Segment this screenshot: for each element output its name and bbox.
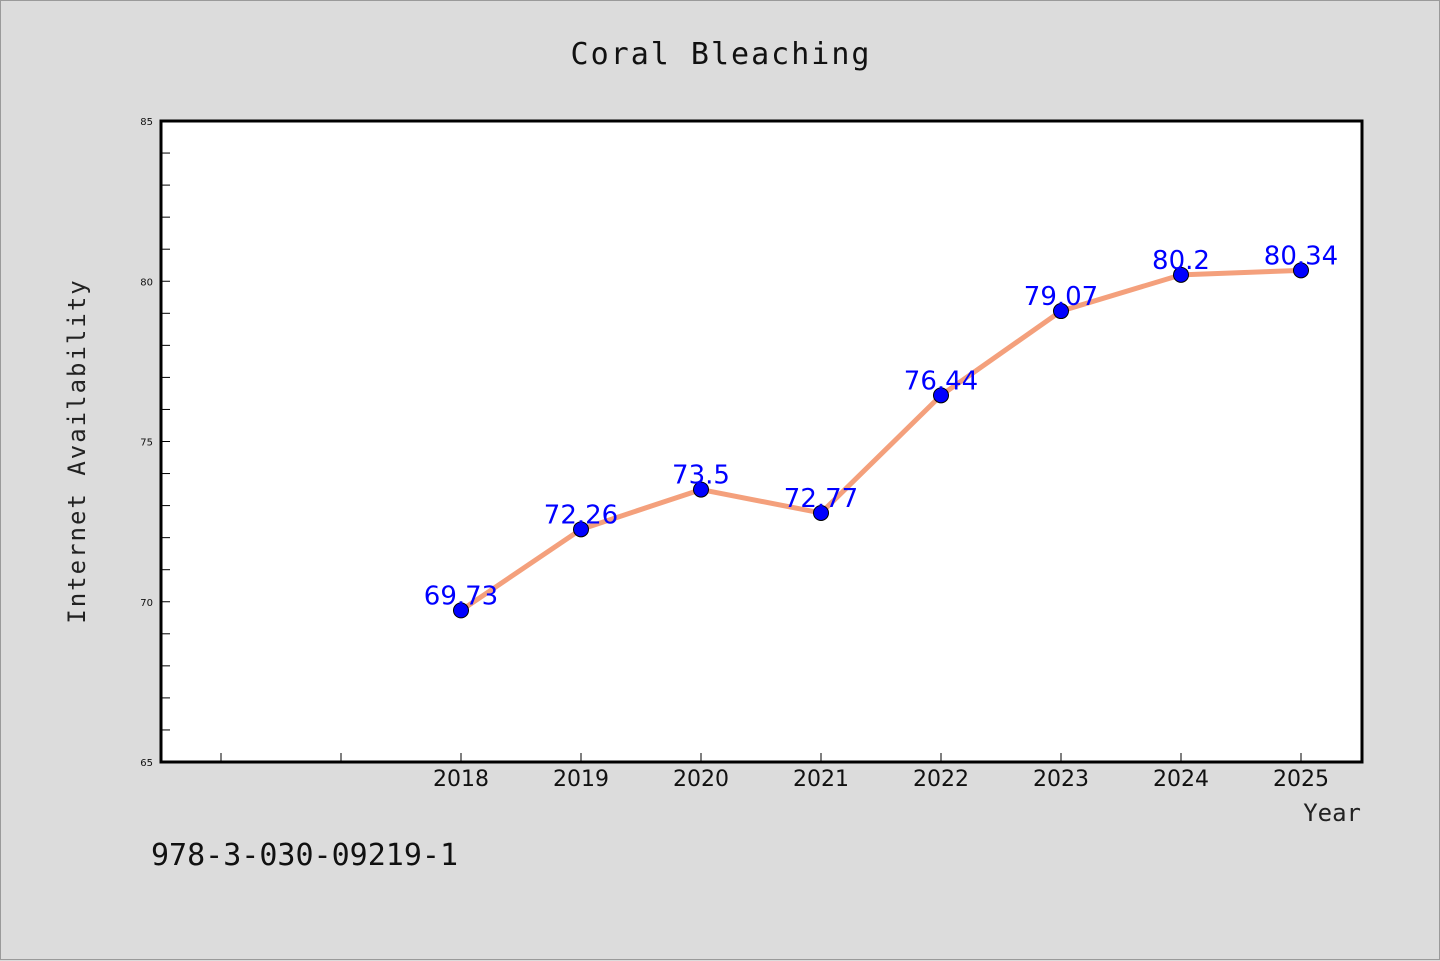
data-point (813, 504, 829, 521)
y-tick-label: 75 (140, 438, 153, 449)
data-point (1173, 266, 1189, 283)
data-point (1293, 262, 1309, 279)
data-label: 72.26 (544, 500, 618, 530)
data-label: 80.2 (1152, 246, 1210, 276)
x-tick-label: 2020 (673, 767, 729, 792)
y-tick-label: 85 (140, 117, 153, 128)
y-tick-label: 65 (140, 758, 153, 769)
data-point (1053, 303, 1069, 320)
y-axis-label: Internet Availability (63, 278, 91, 623)
x-tick-label: 2025 (1273, 767, 1329, 792)
series-layer: 69.73 72.26 73.5 72.77 76.44 79.07 80.2 80.34 (424, 241, 1338, 619)
data-label: 69.73 (424, 581, 498, 611)
isbn-annotation: 978-3-030-09219-1 (151, 838, 458, 873)
data-label: 76.44 (904, 366, 978, 396)
plot-area (161, 121, 1362, 762)
y-tick-label: 80 (140, 277, 153, 288)
data-label: 73.5 (672, 461, 730, 491)
data-point (453, 602, 469, 619)
x-tick-label: 2022 (913, 767, 969, 792)
chart-title: Coral Bleaching (571, 37, 872, 72)
data-point (573, 521, 589, 538)
x-tick-label: 2019 (553, 767, 609, 792)
x-tick-label: 2021 (793, 767, 849, 792)
x-axis: 2018 2019 2020 2021 2022 2023 2024 2025 (220, 753, 1329, 792)
data-point (933, 387, 949, 404)
x-axis-label: Year (1303, 799, 1361, 827)
data-label: 72.77 (784, 484, 858, 514)
plot-border (159, 119, 1364, 764)
data-point (693, 481, 709, 498)
x-tick-label: 2023 (1033, 767, 1089, 792)
x-tick-label: 2018 (433, 767, 489, 792)
y-tick-label: 70 (140, 598, 153, 609)
series-line (458, 267, 1304, 613)
x-tick-label: 2024 (1153, 767, 1209, 792)
data-label: 79.07 (1024, 282, 1098, 312)
data-label: 80.34 (1264, 241, 1338, 271)
